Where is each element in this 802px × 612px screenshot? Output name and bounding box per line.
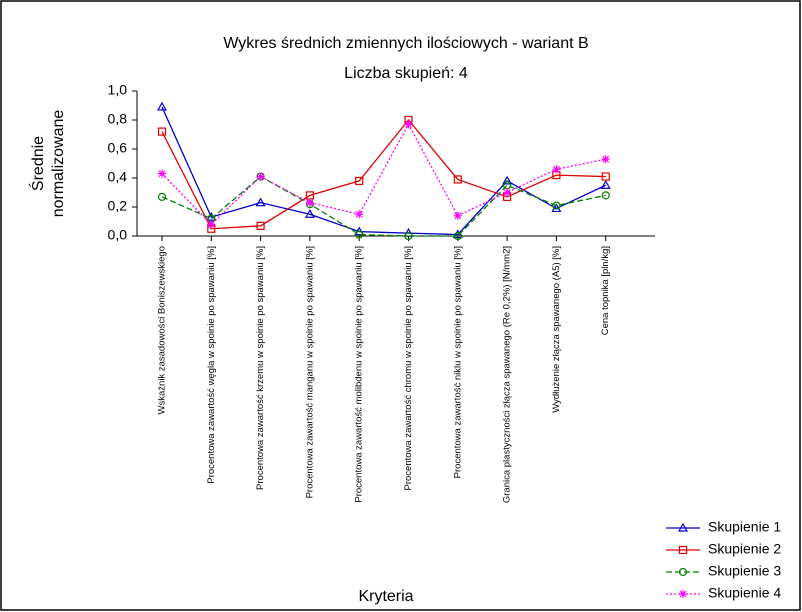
marker: [355, 176, 364, 185]
marker: [552, 165, 561, 174]
series-line: [161, 118, 606, 230]
marker: [678, 567, 688, 577]
marker: [355, 230, 364, 239]
marker: [601, 172, 610, 181]
x-tick-label: Granica plastyczności złącza spawanego (…: [502, 246, 513, 503]
x-tick-label: Procentowa zawartość molibdenu w spoinie…: [354, 246, 365, 503]
y-tick-label: 0,8: [108, 111, 128, 127]
y-tick-label: 1,0: [108, 82, 128, 98]
marker: [677, 522, 689, 532]
x-tick-label: Procentowa zawartość krzemu w spoinie po…: [255, 246, 266, 490]
marker: [207, 220, 216, 229]
marker: [503, 188, 512, 197]
x-tick-label: Wskaźnik zasadowości Boniszewskiego: [157, 246, 168, 414]
marker: [158, 169, 166, 178]
legend-label: Skupienie 4: [708, 585, 781, 601]
series-line: [161, 106, 606, 236]
marker: [157, 127, 167, 136]
marker: [156, 101, 168, 111]
legend-label: Skupienie 3: [708, 563, 781, 579]
y-tick-label: 0,6: [108, 140, 128, 156]
y-tick-label: 0,0: [108, 227, 128, 243]
marker: [355, 210, 364, 219]
marker: [305, 198, 314, 207]
marker: [601, 155, 610, 164]
x-tick-label: Wydłużenie złącza spawanego (A5) [%]: [551, 246, 562, 413]
marker: [601, 191, 610, 200]
marker: [552, 201, 561, 210]
marker: [304, 209, 315, 218]
marker: [678, 545, 688, 555]
x-tick-label: Procentowa zawartość manganu w spoinie p…: [304, 246, 315, 498]
marker: [453, 175, 462, 184]
y-tick-label: 0,4: [108, 169, 128, 185]
marker: [404, 231, 413, 241]
series-line: [161, 175, 606, 237]
marker: [600, 180, 611, 189]
legend-label: Skupienie 2: [708, 541, 781, 557]
marker: [256, 221, 265, 230]
marker: [255, 197, 266, 207]
marker: [256, 172, 265, 181]
y-axis-label: Średnie normalizowane: [28, 110, 67, 218]
x-tick-label: Procentowa zawartość niklu w spoinie po …: [452, 246, 463, 478]
y-tick-label: 0,2: [108, 198, 128, 214]
y-axis-label-line: normalizowane: [50, 110, 67, 218]
series-line: [161, 122, 606, 226]
marker: [679, 590, 687, 598]
marker: [453, 231, 462, 241]
marker: [404, 120, 413, 129]
y-axis-label-line: Średnie: [28, 136, 47, 191]
x-tick-label: Procentowa zawartość chromu w spoinie po…: [403, 246, 414, 490]
x-tick-label: Procentowa zawartość węgla w spoinie po …: [206, 246, 217, 484]
x-tick-label: Cena topnika [pln/kg]: [600, 246, 611, 335]
legend-label: Skupienie 1: [708, 519, 781, 535]
chart-title: Wykres średnich zmiennych ilościowych - …: [223, 35, 588, 52]
marker: [502, 175, 513, 185]
chart-subtitle: Liczba skupień: 4: [344, 65, 468, 82]
marker: [453, 211, 462, 220]
marker: [157, 192, 167, 201]
x-axis-label: Kryteria: [358, 588, 413, 605]
